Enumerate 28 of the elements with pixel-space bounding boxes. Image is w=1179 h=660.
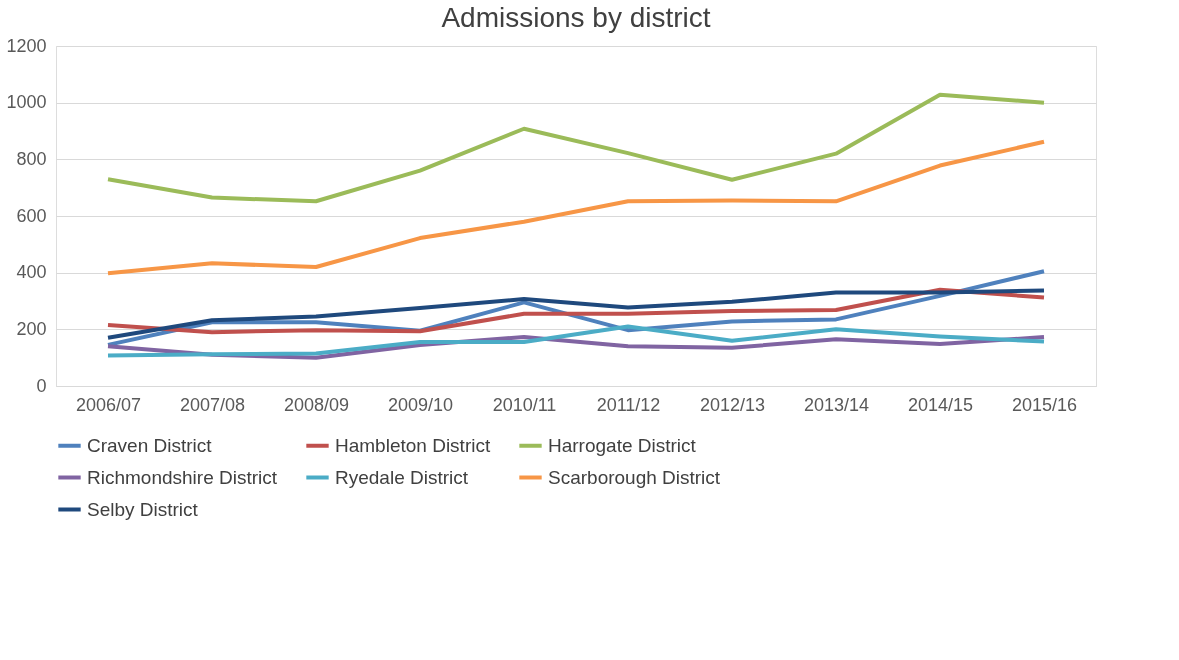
- x-tick-label: 2007/08: [179, 394, 246, 415]
- x-tick-label: 2011/12: [596, 394, 661, 415]
- x-tick-label: 2014/15: [907, 394, 974, 415]
- x-tick-label: 2012/13: [699, 394, 766, 415]
- y-tick-label: 1000: [6, 92, 47, 113]
- x-tick-label: 2008/09: [283, 394, 350, 415]
- legend-label: Richmondshire District: [87, 466, 278, 488]
- x-tick-label: 2015/16: [1011, 394, 1078, 415]
- line-series: [106, 92, 1046, 204]
- line-series: [106, 139, 1046, 276]
- y-tick-label: 800: [16, 148, 47, 169]
- legend-label: Hambleton District: [335, 434, 491, 456]
- y-tick-label: 400: [16, 262, 47, 283]
- legend-label: Scarborough District: [548, 466, 721, 488]
- legend-label: Selby District: [87, 498, 199, 520]
- y-tick-label: 0: [36, 375, 47, 396]
- line-series: [106, 324, 1046, 358]
- legend-label: Harrogate District: [548, 434, 697, 456]
- chart-title: Admissions by district: [441, 2, 711, 33]
- legend-label: Ryedale District: [335, 466, 469, 488]
- x-tick-label: 2006/07: [75, 394, 142, 415]
- y-tick-label: 1200: [6, 35, 47, 56]
- x-tick-label: 2013/14: [803, 394, 870, 415]
- y-tick-label: 600: [16, 205, 47, 226]
- x-tick-label: 2009/10: [387, 394, 454, 415]
- x-tick-label: 2010/11: [492, 394, 557, 415]
- legend-label: Craven District: [87, 434, 213, 456]
- y-tick-label: 200: [16, 318, 47, 339]
